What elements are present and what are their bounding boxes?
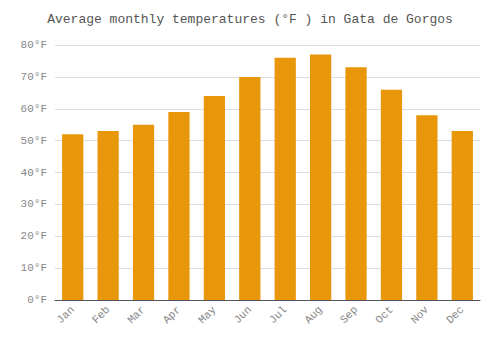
svg-text:Jan: Jan xyxy=(54,304,76,326)
svg-text:Apr: Apr xyxy=(161,304,183,326)
svg-text:Sep: Sep xyxy=(338,304,360,326)
svg-text:40°F: 40°F xyxy=(21,167,47,179)
svg-text:0°F: 0°F xyxy=(27,294,47,306)
svg-text:May: May xyxy=(196,303,219,326)
svg-text:Oct: Oct xyxy=(373,304,395,326)
svg-text:Mar: Mar xyxy=(125,304,147,326)
svg-text:30°F: 30°F xyxy=(21,198,47,210)
svg-text:Aug: Aug xyxy=(302,304,324,326)
svg-text:Nov: Nov xyxy=(409,303,432,326)
svg-text:20°F: 20°F xyxy=(21,230,47,242)
svg-text:10°F: 10°F xyxy=(21,262,47,274)
svg-text:Average monthly temperatures (: Average monthly temperatures (°F ) in Ga… xyxy=(47,12,453,27)
svg-text:70°F: 70°F xyxy=(21,71,47,83)
svg-text:Feb: Feb xyxy=(90,304,112,326)
svg-text:50°F: 50°F xyxy=(21,135,47,147)
svg-text:Jun: Jun xyxy=(232,304,254,326)
svg-text:Dec: Dec xyxy=(444,304,466,326)
svg-text:60°F: 60°F xyxy=(21,103,47,115)
svg-text:Jul: Jul xyxy=(267,304,289,326)
svg-text:80°F: 80°F xyxy=(21,39,47,51)
